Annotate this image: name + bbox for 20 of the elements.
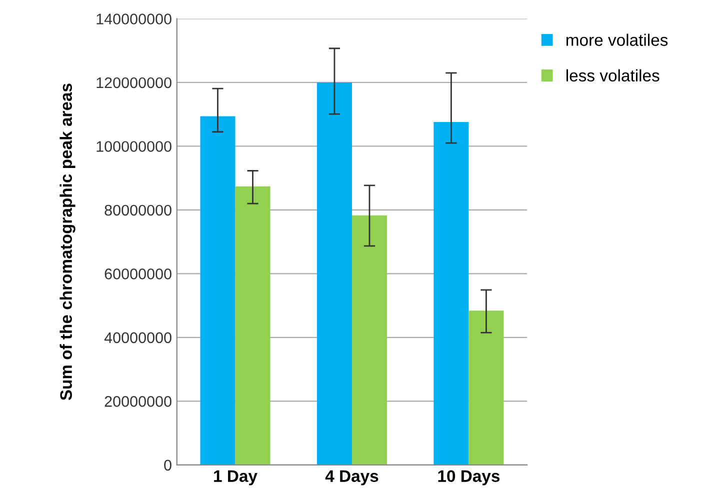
y-tick-label: 120000000 — [96, 77, 172, 88]
y-tick-label: 0 — [164, 460, 172, 471]
x-tick-label: 1 Day — [214, 470, 258, 486]
bar — [468, 310, 504, 465]
y-axis-title: Sum of the chromatographic peak areas — [60, 84, 76, 400]
x-tick-label: 4 Days — [325, 470, 378, 486]
y-tick-label: 80000000 — [104, 204, 172, 216]
x-tick-label: 10 Days — [438, 470, 500, 486]
bar — [235, 186, 270, 465]
y-tick-label: 140000000 — [96, 14, 172, 24]
legend-label: more volatiles — [566, 34, 668, 46]
y-tick-label: 20000000 — [104, 396, 172, 407]
bar — [434, 122, 469, 465]
y-tick-label: 100000000 — [96, 141, 172, 152]
y-tick-label: 60000000 — [104, 268, 172, 280]
bar — [316, 82, 352, 465]
y-tick-label: 40000000 — [104, 332, 172, 344]
bar — [352, 215, 387, 465]
bar — [200, 116, 236, 465]
legend-label: less volatiles — [566, 69, 660, 82]
